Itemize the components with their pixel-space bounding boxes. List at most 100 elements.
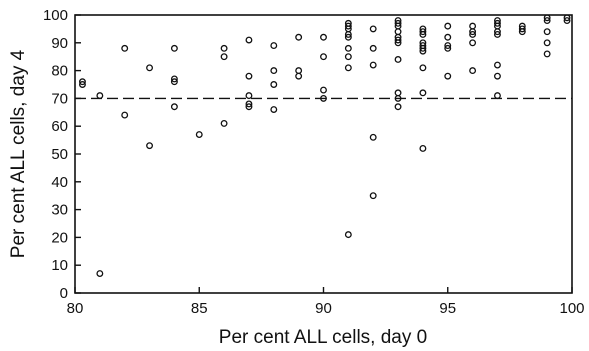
data-point [195,131,203,138]
data-point [444,33,452,41]
data-point [344,64,352,72]
data-point [320,53,327,61]
data-point [369,25,377,33]
data-point [344,231,352,239]
data-point [220,44,228,52]
data-point [494,19,501,27]
data-point [494,28,501,36]
y-tick-label: 10 [51,257,68,274]
data-point [543,50,551,58]
data-point [344,22,352,30]
y-tick-label: 40 [51,174,68,191]
x-tick-label: 90 [315,300,332,317]
data-point [79,78,86,86]
y-tick-label: 70 [51,90,68,107]
data-point [146,64,153,72]
data-point [543,28,551,36]
data-point [344,53,352,61]
x-axis-title: Per cent ALL cells, day 0 [219,327,427,348]
data-point [320,33,327,41]
data-point [146,142,153,150]
y-tick-label: 90 [51,35,68,52]
data-point [469,22,477,30]
data-point [543,14,551,22]
data-point [394,28,402,36]
plot-frame [74,14,573,294]
data-point [444,72,452,80]
data-point [419,47,427,55]
data-point [220,53,228,61]
data-point [394,19,402,27]
data-point [469,28,477,36]
data-point [79,81,86,88]
axis-ticks: 80 85 90 95 100 0 10 20 30 40 50 60 70 80 90 100 [43,7,585,317]
data-point [419,31,427,38]
data-point [369,192,377,200]
data-point [419,144,427,152]
data-point [444,42,452,50]
y-tick-label: 20 [51,229,68,246]
data-point [494,61,501,69]
data-point [469,39,477,47]
data-point [96,92,104,100]
data-point [245,36,253,44]
y-tick-label: 80 [51,63,68,80]
x-tick-label: 100 [559,300,584,317]
data-point [344,44,352,52]
data-point [494,31,501,38]
data-point [344,33,352,41]
data-point [444,44,452,52]
data-point [369,133,377,141]
data-point [270,67,278,75]
data-point [419,28,427,36]
data-point [394,89,402,97]
y-tick-label: 100 [43,7,68,24]
y-tick-label: 50 [51,146,68,163]
data-point [469,31,477,38]
data-point [394,103,402,111]
data-point [170,103,178,111]
data-point [170,78,178,86]
data-point [419,44,427,52]
data-point [121,44,129,52]
data-point [394,36,402,44]
data-point [295,67,303,75]
data-point [518,28,526,36]
data-point [295,72,303,80]
data-point [245,100,253,108]
data-point [320,86,327,94]
data-point [270,106,278,113]
data-point [494,92,501,100]
data-point [369,44,377,52]
data-point [543,17,551,25]
data-point [494,72,501,80]
data-point [245,72,253,80]
data-point [270,81,278,88]
data-point [121,111,129,119]
x-tick-label: 85 [191,300,208,317]
y-tick-label: 0 [60,285,68,302]
data-point [543,39,551,47]
data-point [563,17,571,25]
data-point [394,39,402,47]
y-tick-label: 30 [51,202,68,219]
data-point [518,25,526,33]
data-point [469,67,477,75]
data-point [245,92,253,100]
data-point [394,94,402,102]
data-point [320,94,327,102]
data-point [170,44,178,52]
data-point [369,61,377,69]
data-point [170,75,178,83]
x-tick-label: 80 [67,300,84,317]
y-tick-label: 60 [51,118,68,135]
data-point [444,22,452,30]
data-point [563,14,571,22]
data-point [220,119,228,127]
data-point [419,89,427,97]
data-point [394,56,402,63]
data-point [419,64,427,72]
data-point [245,103,253,111]
data-points [79,14,571,277]
data-point [270,42,278,50]
